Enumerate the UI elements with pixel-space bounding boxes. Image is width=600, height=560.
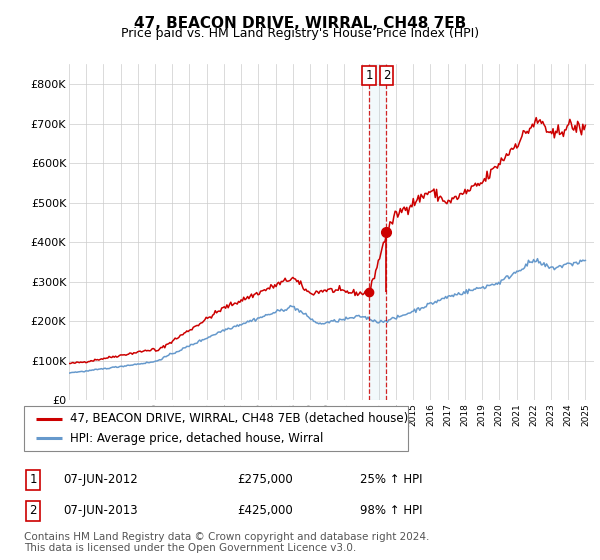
Text: 2: 2 — [383, 69, 390, 82]
Text: 98% ↑ HPI: 98% ↑ HPI — [360, 504, 422, 517]
Text: 2: 2 — [29, 504, 37, 517]
Text: £275,000: £275,000 — [237, 473, 293, 487]
Bar — [369, 64, 386, 400]
Text: 07-JUN-2013: 07-JUN-2013 — [63, 504, 137, 517]
Text: 25% ↑ HPI: 25% ↑ HPI — [360, 473, 422, 487]
FancyBboxPatch shape — [24, 406, 408, 451]
Text: Contains HM Land Registry data © Crown copyright and database right 2024.
This d: Contains HM Land Registry data © Crown c… — [24, 531, 430, 553]
Text: 1: 1 — [29, 473, 37, 487]
Text: 47, BEACON DRIVE, WIRRAL, CH48 7EB: 47, BEACON DRIVE, WIRRAL, CH48 7EB — [134, 16, 466, 31]
Text: 47, BEACON DRIVE, WIRRAL, CH48 7EB (detached house): 47, BEACON DRIVE, WIRRAL, CH48 7EB (deta… — [70, 412, 409, 425]
Text: HPI: Average price, detached house, Wirral: HPI: Average price, detached house, Wirr… — [70, 432, 323, 445]
Text: £425,000: £425,000 — [237, 504, 293, 517]
Text: Price paid vs. HM Land Registry's House Price Index (HPI): Price paid vs. HM Land Registry's House … — [121, 27, 479, 40]
Text: 1: 1 — [365, 69, 373, 82]
Text: 07-JUN-2012: 07-JUN-2012 — [63, 473, 138, 487]
